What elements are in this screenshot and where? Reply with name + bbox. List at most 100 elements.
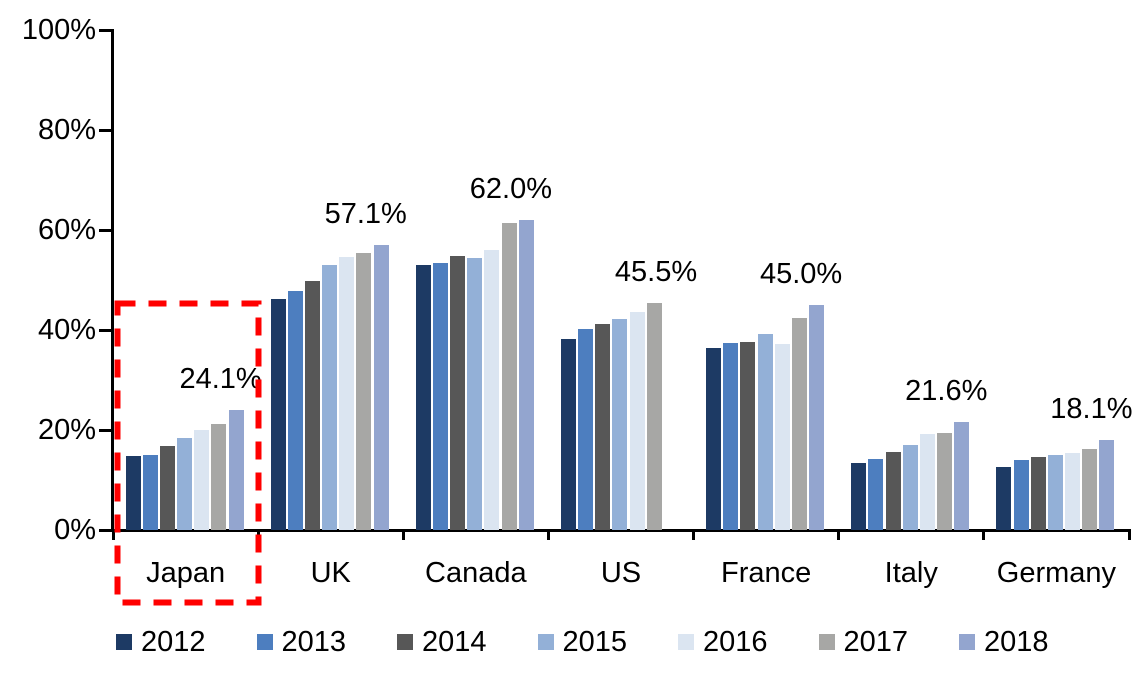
bar-japan-2017 bbox=[211, 424, 227, 530]
y-axis-line bbox=[111, 29, 114, 532]
legend-item-2013: 2013 bbox=[256, 626, 347, 658]
x-axis-tick-mark bbox=[692, 531, 696, 540]
bar-germany-2015 bbox=[1047, 454, 1063, 530]
y-axis-tick-mark bbox=[99, 29, 112, 32]
y-axis-tick-label: 40% bbox=[37, 314, 96, 346]
x-axis-tick-mark bbox=[256, 531, 260, 540]
bar-germany-2014 bbox=[1030, 457, 1046, 530]
y-axis-tick-mark bbox=[99, 529, 112, 532]
category-label-italy: Italy bbox=[884, 557, 938, 589]
bar-germany-2017 bbox=[1082, 448, 1098, 530]
legend-swatch-2014 bbox=[397, 634, 413, 650]
legend-swatch-2015 bbox=[537, 634, 554, 650]
legend-label-2018: 2018 bbox=[984, 626, 1049, 658]
bar-uk-2016 bbox=[339, 256, 355, 530]
bar-italy-2018 bbox=[954, 422, 970, 530]
bar-italy-2014 bbox=[885, 451, 901, 530]
bar-germany-2013 bbox=[1013, 460, 1029, 530]
data-label-france: 45.0% bbox=[759, 258, 843, 290]
bar-france-2017 bbox=[791, 318, 807, 530]
bar-us-2015 bbox=[612, 318, 628, 530]
legend-label-2016: 2016 bbox=[703, 626, 768, 658]
data-label-canada: 62.0% bbox=[469, 173, 552, 205]
bar-france-2014 bbox=[740, 342, 756, 530]
bar-france-2015 bbox=[757, 334, 773, 530]
y-axis-tick-label: 60% bbox=[37, 214, 96, 246]
bar-us-2016 bbox=[629, 311, 645, 530]
bar-japan-2016 bbox=[194, 429, 210, 530]
legend-label-2014: 2014 bbox=[422, 626, 487, 658]
bar-uk-2014 bbox=[305, 281, 320, 530]
bar-canada-2014 bbox=[450, 256, 466, 530]
y-axis-tick-mark bbox=[99, 329, 112, 332]
bar-italy-2012 bbox=[851, 462, 867, 530]
legend-swatch-2017 bbox=[818, 634, 835, 650]
data-label-germany: 18.1% bbox=[1050, 392, 1133, 425]
bar-uk-2015 bbox=[322, 265, 338, 530]
bar-us-2012 bbox=[560, 338, 576, 530]
bar-france-2016 bbox=[774, 344, 790, 530]
bar-france-2018 bbox=[809, 305, 824, 530]
x-axis-tick-mark bbox=[546, 531, 550, 540]
x-axis-tick-mark bbox=[837, 531, 841, 540]
bar-japan-2014 bbox=[159, 445, 175, 530]
data-label-us: 45.5% bbox=[614, 255, 698, 288]
y-axis-tick-mark bbox=[99, 129, 112, 132]
x-axis-tick-mark bbox=[401, 531, 405, 540]
legend-item-2015: 2015 bbox=[537, 626, 628, 658]
bar-germany-2016 bbox=[1065, 452, 1080, 530]
legend-label-2012: 2012 bbox=[141, 626, 206, 658]
y-axis-tick-mark bbox=[99, 229, 112, 232]
bar-japan-2018 bbox=[228, 409, 244, 530]
bar-uk-2017 bbox=[356, 252, 372, 530]
legend-label-2015: 2015 bbox=[562, 626, 628, 658]
data-label-japan: 24.1% bbox=[179, 362, 262, 395]
legend-swatch-2013 bbox=[256, 634, 273, 650]
bar-us-2017 bbox=[646, 302, 662, 530]
bar-uk-2012 bbox=[270, 299, 286, 530]
y-axis-tick-mark bbox=[99, 429, 112, 432]
x-axis-tick-mark bbox=[982, 531, 986, 540]
x-axis-tick-mark bbox=[1127, 531, 1131, 540]
data-label-uk: 57.1% bbox=[324, 197, 407, 230]
legend-swatch-2012 bbox=[116, 634, 132, 650]
legend-swatch-2016 bbox=[678, 634, 694, 650]
bar-canada-2017 bbox=[501, 222, 517, 530]
bar-japan-2015 bbox=[177, 438, 192, 530]
bar-france-2013 bbox=[723, 343, 739, 530]
bar-france-2012 bbox=[706, 347, 722, 530]
category-label-canada: Canada bbox=[425, 557, 527, 589]
bar-us-2014 bbox=[595, 324, 611, 530]
bar-japan-2013 bbox=[142, 455, 158, 530]
bar-germany-2018 bbox=[1099, 439, 1115, 530]
y-axis-tick-label: 0% bbox=[54, 514, 96, 546]
category-label-france: France bbox=[721, 557, 812, 589]
y-axis-tick-label: 80% bbox=[37, 114, 96, 146]
category-label-us: US bbox=[600, 557, 642, 589]
y-axis-tick-label: 20% bbox=[37, 414, 96, 446]
bar-italy-2017 bbox=[937, 433, 952, 530]
legend-label-2017: 2017 bbox=[843, 626, 909, 658]
bar-japan-2012 bbox=[125, 455, 141, 530]
legend-item-2016: 2016 bbox=[678, 627, 768, 657]
bar-canada-2015 bbox=[467, 258, 483, 530]
bar-canada-2016 bbox=[484, 250, 500, 530]
data-label-italy: 21.6% bbox=[905, 375, 988, 407]
bar-us-2013 bbox=[578, 328, 594, 530]
legend-label-2013: 2013 bbox=[281, 626, 347, 658]
category-label-japan: Japan bbox=[146, 557, 226, 589]
bar-canada-2013 bbox=[432, 263, 448, 530]
bar-italy-2016 bbox=[919, 434, 935, 530]
bar-uk-2013 bbox=[287, 291, 303, 530]
y-axis-tick-label: 100% bbox=[21, 14, 96, 46]
bar-canada-2012 bbox=[415, 265, 431, 530]
bar-italy-2015 bbox=[902, 444, 918, 530]
legend-swatch-2018 bbox=[959, 634, 975, 650]
bar-germany-2012 bbox=[996, 466, 1012, 530]
category-label-germany: Germany bbox=[996, 557, 1117, 589]
bar-uk-2018 bbox=[373, 244, 389, 530]
legend-item-2012: 2012 bbox=[116, 627, 206, 657]
x-axis-tick-mark bbox=[111, 531, 115, 540]
legend-item-2018: 2018 bbox=[959, 627, 1049, 657]
